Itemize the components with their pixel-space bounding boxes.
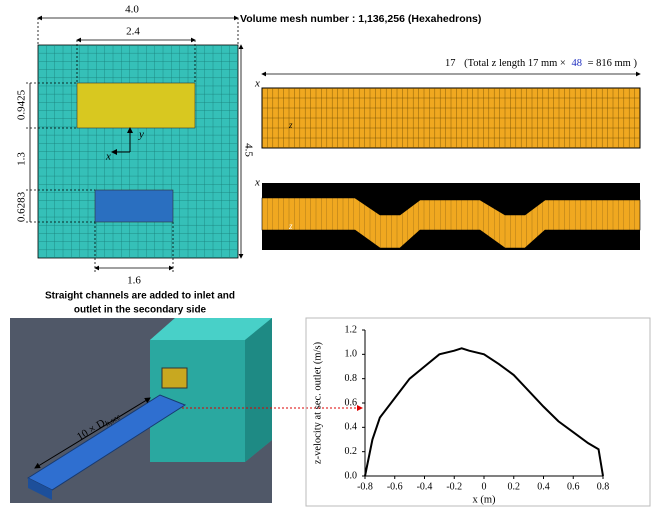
y-tick-label: 0.8 xyxy=(345,373,358,384)
axis-label: z xyxy=(288,120,293,130)
box-right xyxy=(245,318,272,462)
x-tick-label: -0.6 xyxy=(387,481,403,492)
x-tick-label: 0.4 xyxy=(537,481,550,492)
x-tick-label: 0 xyxy=(482,481,487,492)
length-note: 17 (Total z length 17 mm × 48 = 816 mm ) xyxy=(445,58,637,69)
dimension-label: 2.4 xyxy=(126,26,140,38)
channel-end xyxy=(28,478,52,500)
dimension-label: 4.0 xyxy=(125,4,139,16)
length-value: 17 xyxy=(445,58,456,69)
straight-channel-mesh xyxy=(261,87,641,149)
box-side xyxy=(150,318,272,462)
length-note-text: (Total z length 17 mm × xyxy=(464,58,566,69)
y-tick-label: 0.0 xyxy=(345,470,358,481)
x-tick-label: 0.6 xyxy=(567,481,580,492)
y-tick-label: 1.0 xyxy=(345,349,358,360)
lower-plate xyxy=(94,189,174,223)
wavy-channel-mesh xyxy=(261,183,641,250)
x-tick-label: -0.8 xyxy=(357,481,373,492)
outlet-plate xyxy=(161,367,188,389)
axis-label: y xyxy=(138,129,144,141)
x-tick-label: -0.4 xyxy=(417,481,433,492)
upper-plate xyxy=(76,82,196,129)
caption-line: outlet in the secondary side xyxy=(74,305,207,316)
line xyxy=(364,347,604,477)
mesh-cross-section: 4.0 2.4 0.9425 1.3 0.6283 4.5 1.6 y x xyxy=(16,4,255,287)
dimension-label: 4.5 xyxy=(242,143,254,157)
axis-label: x xyxy=(254,78,260,90)
caption-line: Straight channels are added to inlet and xyxy=(45,291,235,302)
y-tick-label: 0.4 xyxy=(345,422,358,433)
y-tick-label: 1.2 xyxy=(345,324,358,335)
dimension-label: 0.6283 xyxy=(16,191,28,222)
chart-frame xyxy=(305,317,651,507)
x-axis-label: x (m) xyxy=(472,494,496,505)
length-note-text: = 816 mm ) xyxy=(588,58,638,69)
x-tick-label: -0.2 xyxy=(446,481,462,492)
axis-label: x xyxy=(105,151,111,163)
y-tick-label: 0.2 xyxy=(345,446,358,457)
length-note-count: 48 xyxy=(571,58,582,69)
3d-render: 10 × Dh,sec xyxy=(10,318,272,503)
axis-label: z xyxy=(288,221,293,231)
y-axis-label: z-velocity at sec. outlet (m/s) xyxy=(312,341,323,464)
mesh-count: Volume mesh number : 1,136,256 (Hexahedr… xyxy=(240,13,481,25)
dimension-label: 1.3 xyxy=(16,152,28,166)
axis-label: x xyxy=(254,177,260,189)
velocity-chart: 0.0 0.2 0.4 0.6 0.8 1.0 1.2 -0.8 -0.6 -0.4 -0.2 0 0.… xyxy=(312,324,609,505)
box-top xyxy=(150,318,272,340)
x-tick-label: 0.2 xyxy=(508,481,521,492)
y-tick-label: 0.6 xyxy=(345,397,358,408)
dimension-label: 0.9425 xyxy=(16,89,28,120)
dimension-label: 1.6 xyxy=(127,275,141,287)
length-arrow xyxy=(34,397,151,469)
x-tick-label: 0.8 xyxy=(597,481,610,492)
